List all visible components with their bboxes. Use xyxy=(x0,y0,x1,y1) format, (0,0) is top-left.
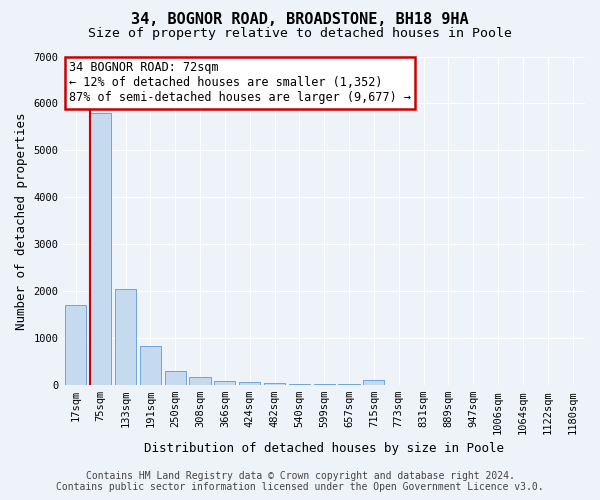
Bar xyxy=(115,289,136,385)
Bar xyxy=(164,370,186,385)
Bar xyxy=(364,380,385,385)
Bar xyxy=(264,383,285,385)
X-axis label: Distribution of detached houses by size in Poole: Distribution of detached houses by size … xyxy=(144,442,504,455)
Bar xyxy=(214,380,235,385)
Bar xyxy=(90,113,111,385)
Y-axis label: Number of detached properties: Number of detached properties xyxy=(15,112,28,330)
Bar xyxy=(338,384,359,385)
Bar xyxy=(239,382,260,385)
Text: 34 BOGNOR ROAD: 72sqm
← 12% of detached houses are smaller (1,352)
87% of semi-d: 34 BOGNOR ROAD: 72sqm ← 12% of detached … xyxy=(68,62,410,104)
Bar xyxy=(289,384,310,385)
Text: 34, BOGNOR ROAD, BROADSTONE, BH18 9HA: 34, BOGNOR ROAD, BROADSTONE, BH18 9HA xyxy=(131,12,469,28)
Text: Contains HM Land Registry data © Crown copyright and database right 2024.
Contai: Contains HM Land Registry data © Crown c… xyxy=(56,471,544,492)
Bar xyxy=(140,346,161,385)
Text: Size of property relative to detached houses in Poole: Size of property relative to detached ho… xyxy=(88,28,512,40)
Bar xyxy=(190,378,211,385)
Bar xyxy=(65,306,86,385)
Bar xyxy=(314,384,335,385)
